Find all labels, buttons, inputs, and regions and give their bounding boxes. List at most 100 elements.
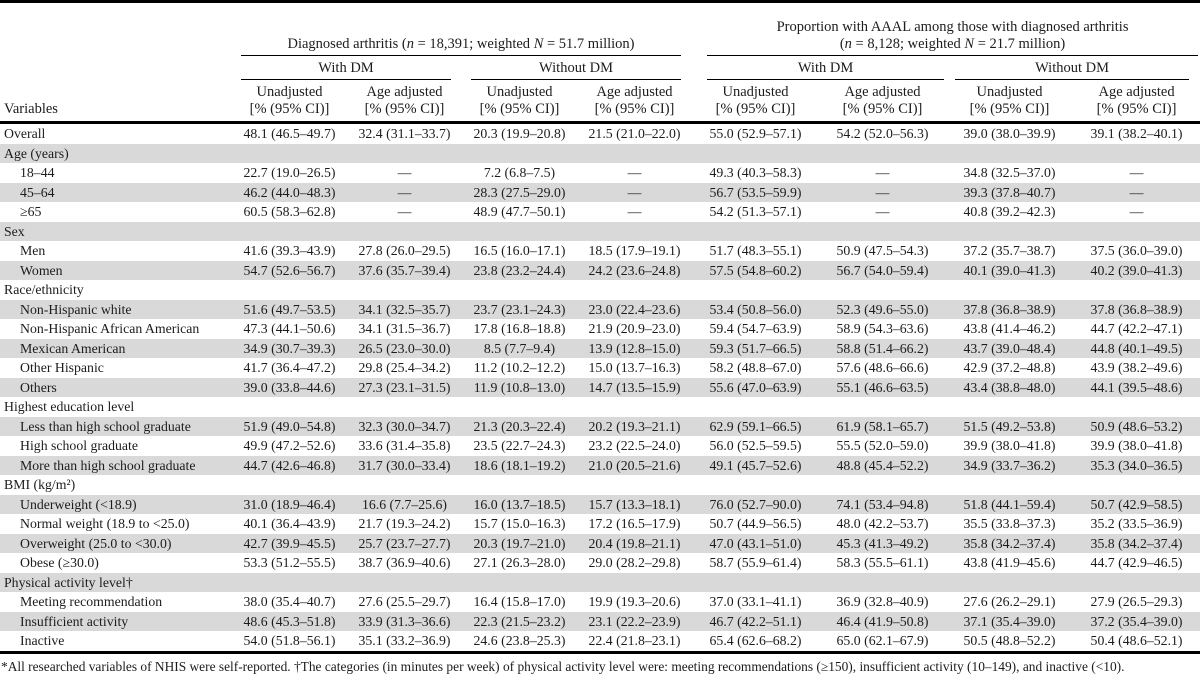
data-cell: 20.3 (19.7–21.0) [473,535,566,551]
data-cell: 40.2 (39.0–41.3) [1090,262,1183,278]
group2-title-line1: Proportion with AAAL among those with di… [776,19,1129,35]
row-label: Physical activity level† [4,574,133,590]
col-header-6: Age adjusted [% (95% CI)] [842,84,923,117]
data-cell: 27.3 (23.1–31.5) [358,379,451,395]
data-cell: 36.9 (32.8–40.9) [836,594,929,609]
col-header-4: Age adjusted [% (95% CI)] [594,84,675,117]
data-cell: 27.6 (26.2–29.1) [963,594,1056,609]
data-cell: 16.4 (15.8–17.0) [473,594,566,609]
data-cell: 31.7 (30.0–33.4) [358,457,451,473]
data-cell: 20.3 (19.9–20.8) [473,126,566,141]
table-row: More than high school graduate 44.7 (42.6… [0,455,1200,475]
data-cell: 16.5 (16.0–17.1) [473,243,566,258]
data-cell: 28.3 (27.5–29.0) [473,184,566,200]
data-cell: 44.7 (42.6–46.8) [243,457,336,473]
data-cell: 35.1 (33.2–36.9) [358,633,451,648]
data-cell: 35.2 (33.5–36.9) [1090,516,1183,531]
data-cell: 56.7 (53.5–59.9) [709,184,802,200]
data-cell: 39.1 (38.2–40.1) [1090,126,1183,141]
data-cell: — [875,204,890,219]
data-cell: 49.1 (45.7–52.6) [709,457,802,473]
data-cell: 46.7 (42.2–51.1) [709,613,802,629]
section-row: Highest education level [0,397,1200,417]
data-cell: 46.2 (44.0–48.3) [243,184,336,200]
data-cell: 27.8 (26.0–29.5) [358,243,451,258]
group-header-row: Diagnosed arthritis (n = 18,391; weighte… [0,2,1200,57]
data-cell: 61.9 (58.1–65.7) [836,418,929,434]
data-cell: 37.8 (36.8–38.9) [963,301,1056,317]
data-cell: 41.7 (36.4–47.2) [243,360,336,375]
data-cell: 22.3 (21.5–23.2) [473,613,566,629]
data-cell: 65.0 (62.1–67.9) [836,633,929,648]
group1-with-dm-header: With DM [232,56,462,80]
data-cell: 48.9 (47.7–50.1) [473,204,566,219]
data-cell: 54.7 (52.6–56.7) [243,262,336,278]
col-header-7: Unadjusted [% (95% CI)] [969,84,1050,117]
table-header: Diagnosed arthritis (n = 18,391; weighte… [0,2,1200,123]
data-cell: — [397,204,412,219]
data-cell: 58.2 (48.8–67.0) [709,360,802,375]
data-cell: 22.7 (19.0–26.5) [243,165,336,180]
data-cell: 27.1 (26.3–28.0) [473,555,566,570]
section-row: Age (years) [0,143,1200,163]
data-cell: 40.8 (39.2–42.3) [963,204,1056,219]
data-cell: 54.2 (51.3–57.1) [709,204,802,219]
data-cell: 55.0 (52.9–57.1) [709,126,802,141]
data-cell: 51.6 (49.7–53.5) [243,301,336,317]
group2-title-line2: (n = 8,128; weighted N = 21.7 million) [839,36,1066,52]
row-label: Other Hispanic [20,360,104,375]
data-cell: 8.5 (7.7–9.4) [483,340,556,356]
row-label: Overall [4,126,46,141]
variables-column-header: Variables [4,101,58,117]
data-cell: 32.4 (31.1–33.7) [358,126,451,141]
data-cell: 48.1 (46.5–49.7) [243,126,336,141]
data-cell: 51.5 (49.2–53.8) [963,418,1056,434]
row-label: Normal weight (18.9 to <25.0) [20,516,190,531]
row-label: Non-Hispanic white [20,301,132,317]
table-row: Inactive 54.0 (51.8–56.1) 35.1 (33.2–36.9)… [0,631,1200,652]
table-row: Meeting recommendation 38.0 (35.4–40.7) 27… [0,592,1200,612]
data-cell: 13.9 (12.8–15.0) [588,340,681,356]
data-cell: — [397,184,412,200]
data-cell: 21.7 (19.3–24.2) [358,516,451,531]
row-label: Mexican American [20,340,126,356]
data-cell: 41.6 (39.3–43.9) [243,243,336,258]
row-label: Less than high school graduate [20,418,191,434]
section-row: Sex [0,221,1200,241]
data-cell: 55.6 (47.0–63.9) [709,379,802,395]
data-cell: 43.8 (41.9–45.6) [963,555,1056,570]
group1-spanner-rule: Diagnosed arthritis (n = 18,391; weighte… [241,34,682,56]
data-cell: 18.6 (18.1–19.2) [473,457,566,473]
table-row: Non-Hispanic white 51.6 (49.7–53.5) 34.1 (… [0,299,1200,319]
data-cell: 55.1 (46.6–63.5) [836,379,929,395]
table-footnote: *All researched variables of NHIS were s… [1,658,1125,674]
data-cell: 43.8 (41.4–46.2) [963,321,1056,336]
row-label: Women [20,262,63,278]
data-cell: 16.0 (13.7–18.5) [473,496,566,512]
data-cell: 58.7 (55.9–61.4) [709,555,802,570]
table-row: Others 39.0 (33.8–44.6) 27.3 (23.1–31.5) 11… [0,377,1200,397]
data-cell: 23.5 (22.7–24.3) [473,438,566,453]
data-cell: 48.0 (42.2–53.7) [836,516,929,531]
data-cell: 40.1 (36.4–43.9) [243,516,336,531]
data-cell: 22.4 (21.8–23.1) [588,633,681,648]
data-cell: 44.7 (42.9–46.5) [1090,555,1183,570]
data-cell: 23.8 (23.2–24.4) [473,262,566,278]
data-cell: 50.7 (42.9–58.5) [1090,496,1183,512]
col-header-5: Unadjusted [% (95% CI)] [715,84,796,117]
row-label: High school graduate [20,438,139,453]
group1-without-dm-header: Without DM [462,56,692,80]
group-diagnosed-arthritis-header: Diagnosed arthritis (n = 18,391; weighte… [232,2,692,56]
table-row: Women 54.7 (52.6–56.7) 37.6 (35.7–39.4) 23.… [0,260,1200,280]
data-cell: 15.0 (13.7–16.3) [588,360,681,375]
dm-header-spacer [0,56,232,80]
group2-with-dm-header: With DM [692,56,946,80]
data-cell: — [875,165,890,180]
col-header-8: Age adjusted [% (95% CI)] [1096,84,1177,117]
section-row: Race/ethnicity [0,280,1200,300]
variables-header-spacer [0,2,232,57]
data-cell: 32.3 (30.0–34.7) [358,418,451,434]
row-label: Obese (≥30.0) [20,555,99,570]
data-cell: 29.8 (25.4–34.2) [358,360,451,375]
data-cell: 57.6 (48.6–66.6) [836,360,929,375]
